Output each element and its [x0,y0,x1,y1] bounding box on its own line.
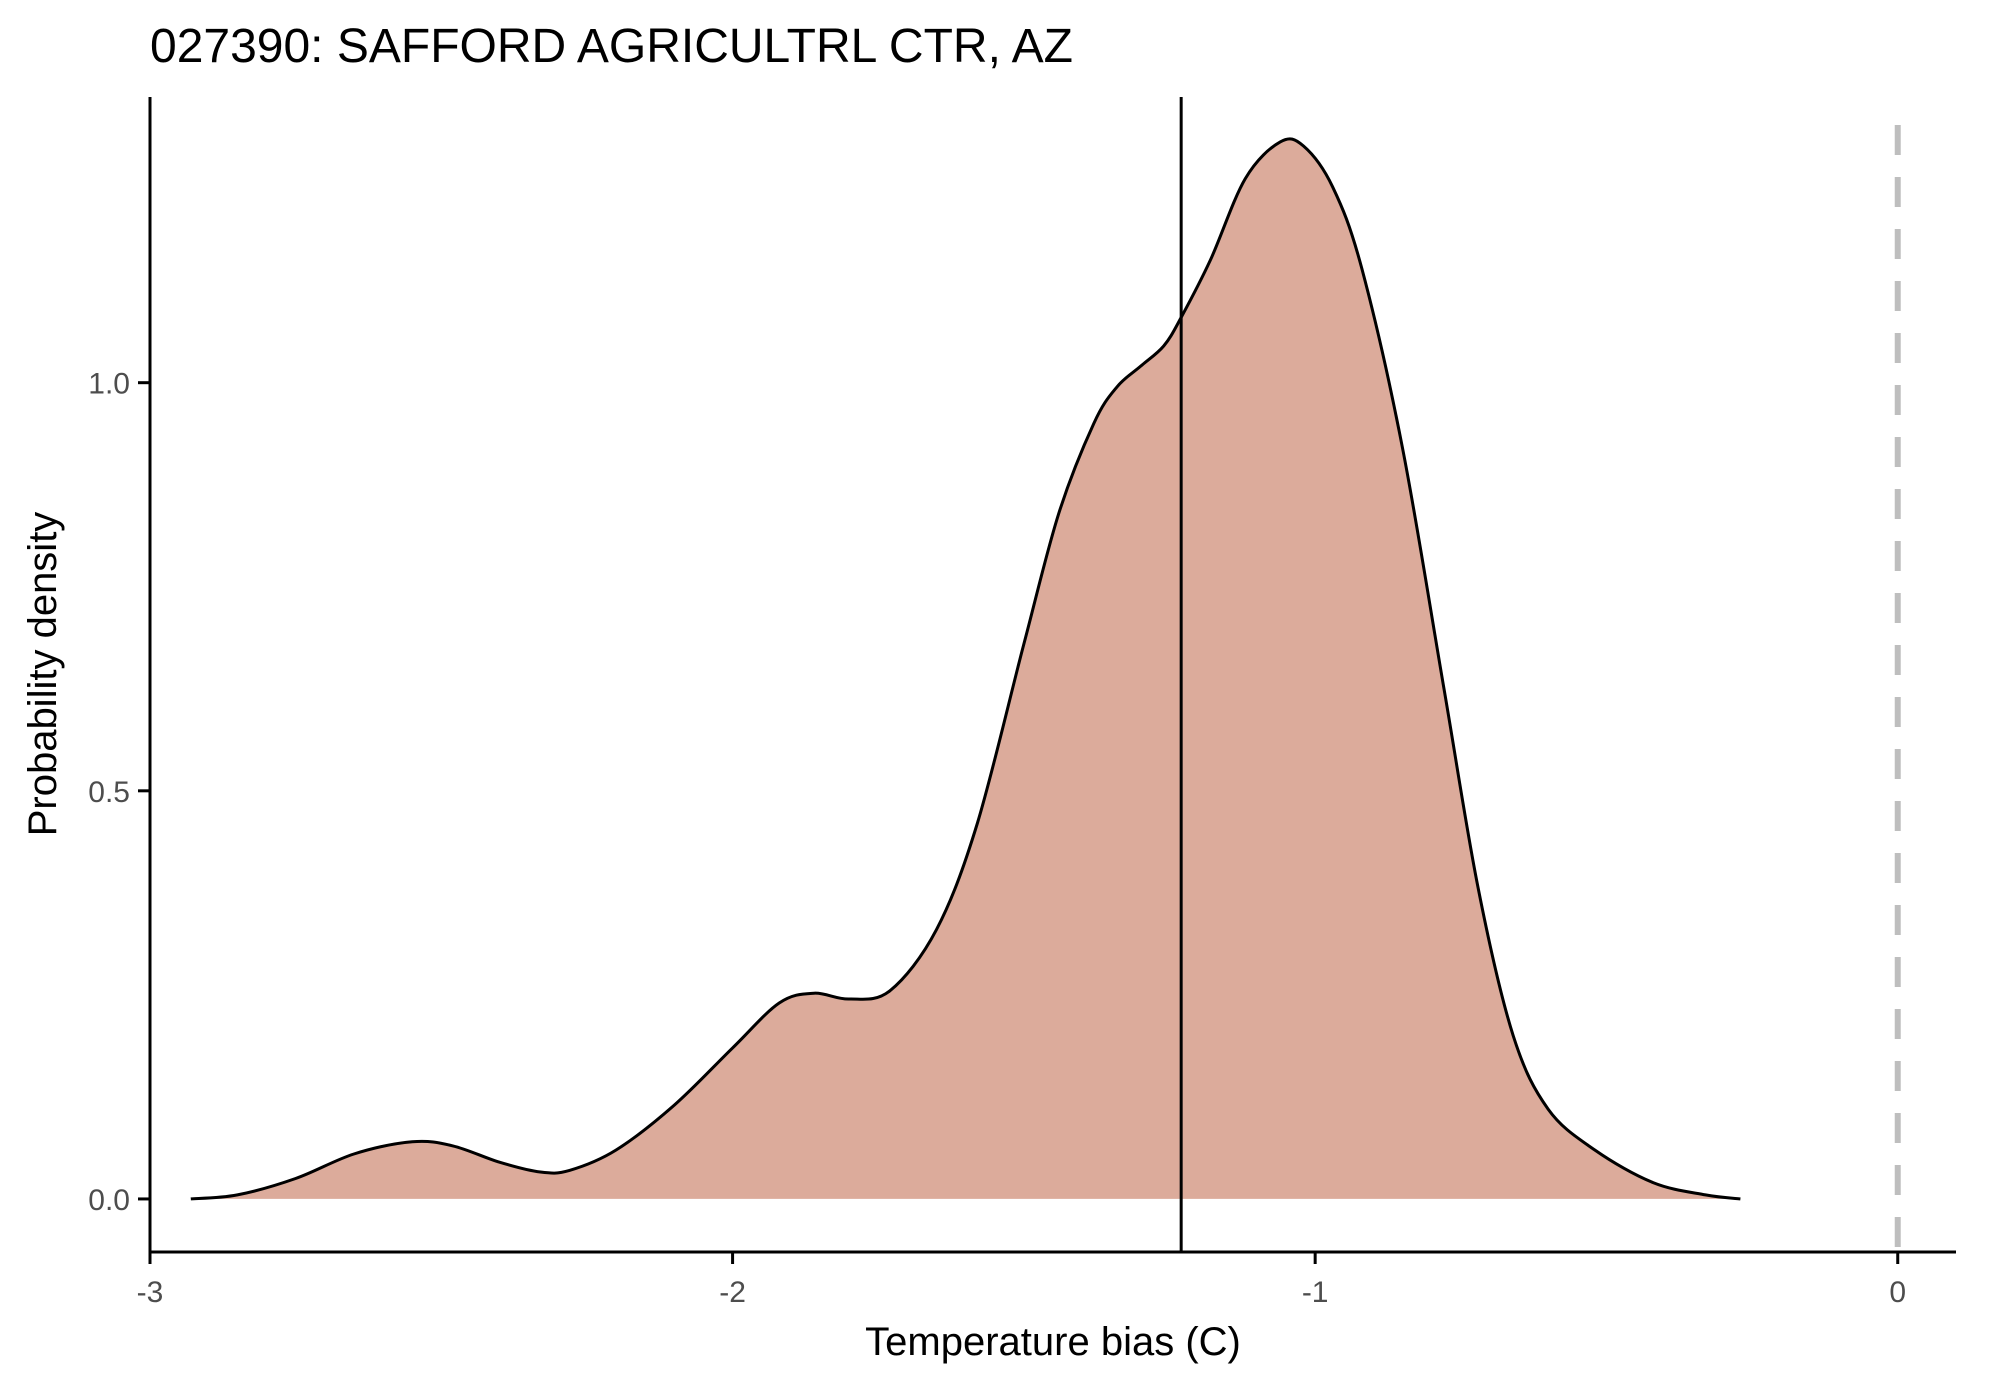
density-area [190,138,1741,1199]
x-axis-title: Temperature bias (C) [865,1320,1241,1364]
x-tick-label: -3 [137,1276,164,1309]
y-axis-ticks: 0.0 0.5 1.0 [88,368,150,1217]
y-tick-label: 1.0 [88,368,130,401]
y-tick-label: 0.5 [88,776,130,809]
x-tick-label: -2 [719,1276,746,1309]
plot-area [190,97,1901,1252]
y-tick-label: 0.0 [88,1184,130,1217]
density-curve [190,137,1741,1201]
chart-title: 027390: SAFFORD AGRICULTRL CTR, AZ [150,20,1073,73]
y-axis-title: Probability density [21,512,65,837]
axes [148,97,1956,1254]
x-tick-label: -1 [1302,1276,1329,1309]
x-tick-label: 0 [1889,1276,1906,1309]
x-axis-ticks: -3 -2 -1 0 [137,1252,1906,1309]
